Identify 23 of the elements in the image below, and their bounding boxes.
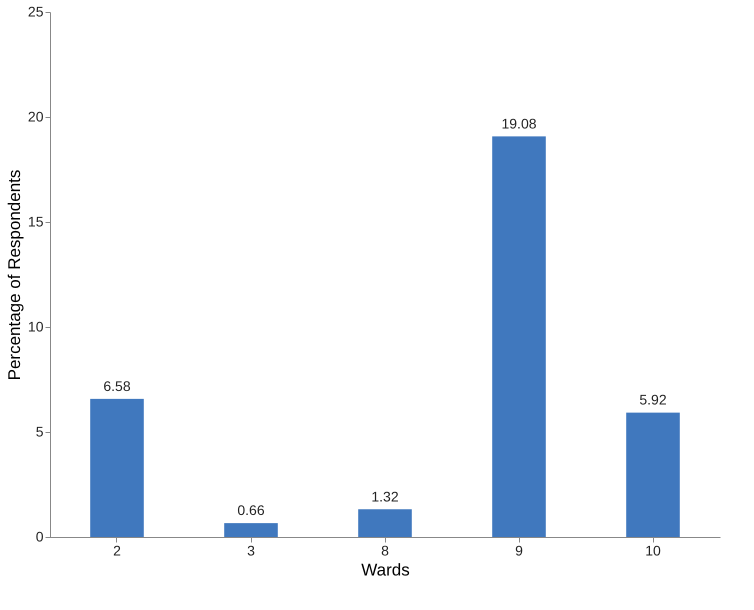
x-axis-title: Wards — [361, 560, 410, 580]
x-tick-label: 8 — [381, 542, 390, 558]
data-label: 1.32 — [371, 488, 399, 504]
bar — [626, 412, 680, 537]
bar — [90, 398, 144, 537]
x-tick-label: 9 — [515, 542, 524, 558]
bar — [492, 136, 546, 537]
y-tick-label: 25 — [28, 4, 44, 20]
data-label: 5.92 — [639, 392, 667, 408]
x-tick-label: 3 — [247, 542, 256, 558]
y-tick-label: 0 — [36, 528, 44, 544]
data-label: 19.08 — [501, 115, 537, 132]
data-label: 0.66 — [237, 502, 265, 518]
y-tick-label: 20 — [28, 108, 44, 124]
y-tick-label: 10 — [28, 318, 44, 334]
x-tick-label: 2 — [113, 542, 122, 558]
y-tick-label: 5 — [36, 424, 44, 440]
y-axis-title: Percentage of Respondents — [4, 170, 24, 380]
y-tick-label: 15 — [28, 214, 44, 230]
bar — [358, 509, 412, 537]
x-tick-label: 10 — [645, 542, 661, 558]
data-label: 6.58 — [103, 378, 131, 394]
bar — [224, 523, 278, 537]
